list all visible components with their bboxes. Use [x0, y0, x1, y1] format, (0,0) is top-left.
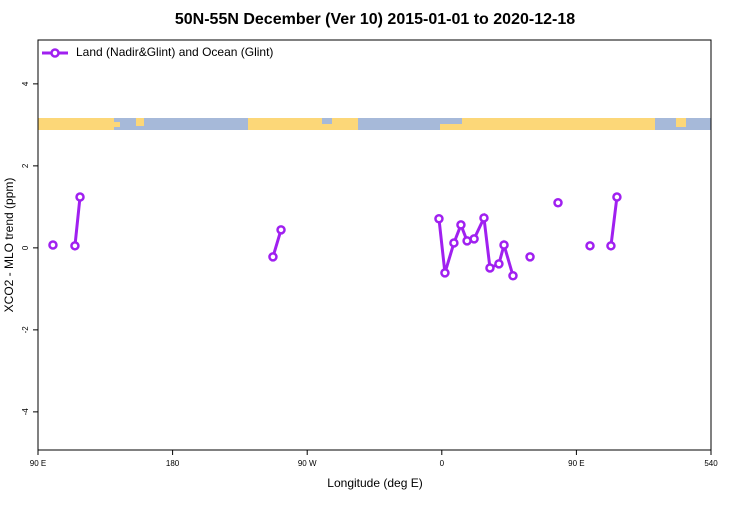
data-point — [525, 252, 535, 262]
x-tick-label: 540 — [704, 459, 718, 468]
data-point — [276, 225, 286, 235]
data-point — [268, 252, 278, 262]
data-point — [75, 192, 85, 202]
x-tick-label: 90 E — [568, 459, 584, 468]
y-tick-label: 4 — [21, 81, 30, 86]
data-point — [494, 259, 504, 269]
series-line — [73, 196, 619, 277]
data-point — [48, 240, 58, 250]
legend-marker — [50, 48, 60, 58]
x-tick-label: 0 — [440, 459, 445, 468]
data-point — [485, 263, 495, 273]
data-point — [434, 214, 444, 224]
data-point — [508, 271, 518, 281]
legend-label: Land (Nadir&Glint) and Ocean (Glint) — [76, 45, 273, 59]
data-point — [499, 240, 509, 250]
data-point — [479, 213, 489, 223]
data-point — [585, 241, 595, 251]
data-point — [70, 241, 80, 251]
y-tick-label: -2 — [21, 326, 30, 334]
y-tick-label: -4 — [21, 408, 30, 416]
x-tick-label: 180 — [166, 459, 180, 468]
data-point — [440, 268, 450, 278]
x-tick-label: 90 W — [298, 459, 317, 468]
data-point — [469, 234, 479, 244]
y-tick-label: 0 — [21, 245, 30, 250]
data-point — [606, 241, 616, 251]
data-point — [449, 238, 459, 248]
data-point — [553, 198, 563, 208]
chart-title: 50N-55N December (Ver 10) 2015-01-01 to … — [175, 11, 575, 28]
land-ocean-strip — [38, 118, 711, 130]
y-tick-label: 2 — [21, 163, 30, 168]
x-tick-label: 90 E — [30, 459, 46, 468]
y-axis-label: XCO2 - MLO trend (ppm) — [2, 178, 16, 313]
data-point — [456, 220, 466, 230]
data-point — [612, 192, 622, 202]
x-axis-label: Longitude (deg E) — [327, 476, 422, 490]
plot-frame — [37, 39, 712, 451]
